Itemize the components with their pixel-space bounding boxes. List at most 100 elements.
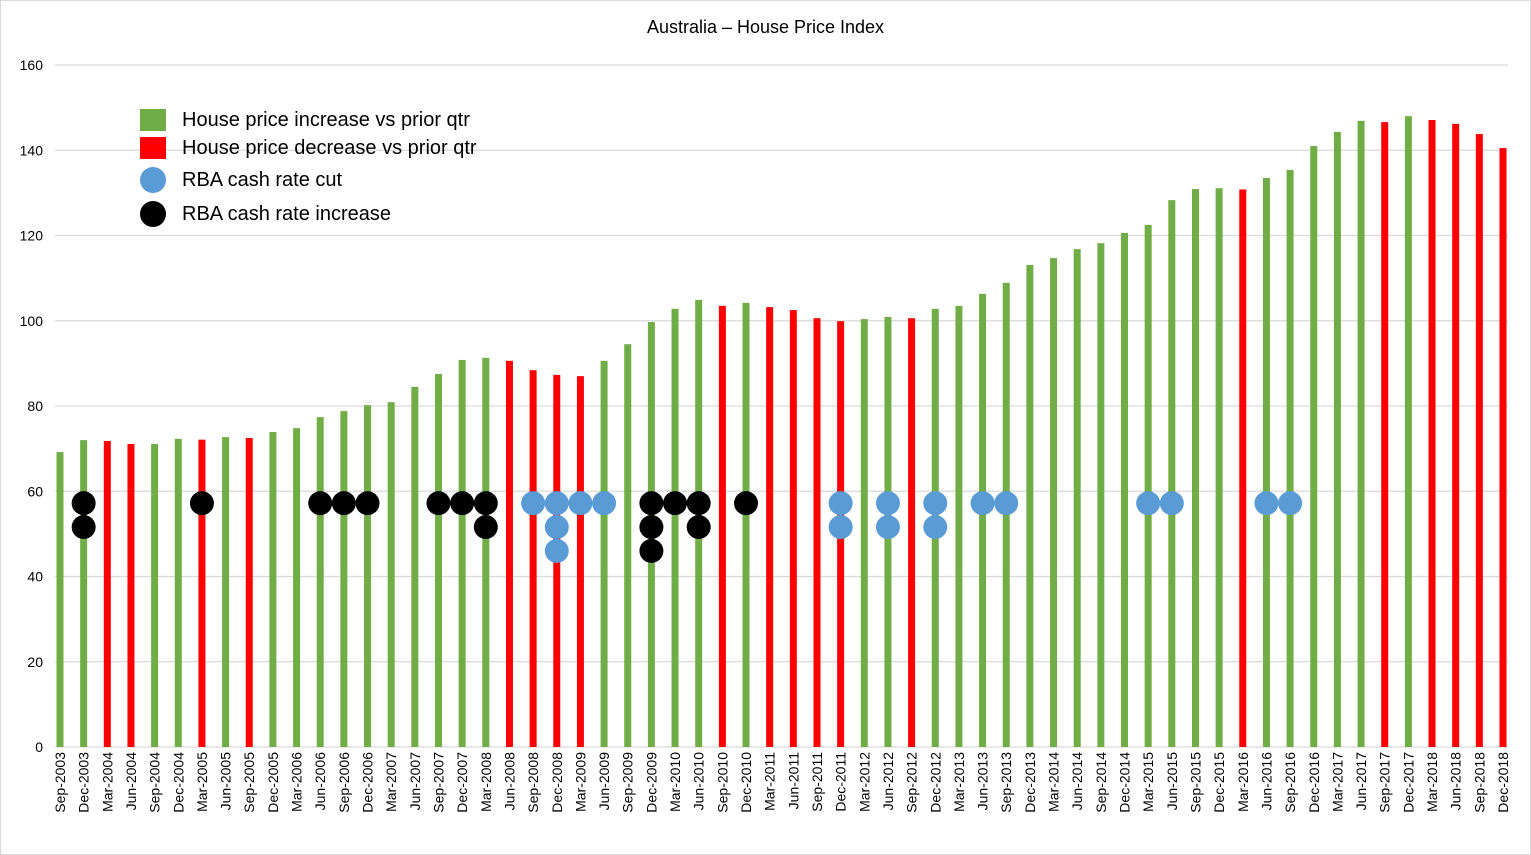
bar bbox=[1475, 134, 1483, 748]
bar bbox=[56, 452, 64, 747]
x-tick-label: Mar-2017 bbox=[1329, 752, 1345, 812]
bar bbox=[198, 439, 206, 747]
bar bbox=[1357, 120, 1365, 748]
x-tick-label: Mar-2007 bbox=[383, 752, 399, 812]
rba-cut-marker bbox=[521, 491, 546, 516]
rba-increase-marker bbox=[639, 538, 664, 563]
x-tick-label: Mar-2014 bbox=[1046, 752, 1062, 812]
bar bbox=[576, 376, 584, 747]
bar bbox=[1499, 148, 1507, 747]
x-tick-label: Mar-2010 bbox=[667, 752, 683, 812]
chart-title: Australia – House Price Index bbox=[646, 17, 885, 37]
bar bbox=[458, 359, 466, 747]
rba-increase-marker bbox=[686, 491, 711, 516]
rba-cut-marker bbox=[1254, 491, 1279, 516]
rba-cut-marker bbox=[923, 491, 948, 516]
y-tick-label: 80 bbox=[27, 398, 43, 414]
bar bbox=[624, 344, 632, 747]
bar bbox=[718, 305, 726, 747]
x-tick-label: Sep-2006 bbox=[336, 752, 352, 813]
rba-cut-marker bbox=[544, 538, 569, 563]
rba-increase-marker bbox=[663, 491, 688, 516]
bar bbox=[789, 310, 797, 747]
rba-increase-marker bbox=[71, 515, 96, 540]
x-tick-label: Sep-2003 bbox=[52, 752, 68, 813]
x-tick-label: Dec-2007 bbox=[454, 752, 470, 813]
legend-item-cut: RBA cash rate cut bbox=[140, 165, 477, 195]
x-tick-label: Sep-2004 bbox=[147, 752, 163, 813]
x-tick-label: Jun-2009 bbox=[596, 752, 612, 811]
bar bbox=[1333, 131, 1341, 747]
bar bbox=[1286, 169, 1294, 748]
rba-cut-marker bbox=[828, 491, 853, 516]
rba-cut-marker bbox=[1136, 491, 1161, 516]
x-tick-label: Mar-2018 bbox=[1424, 752, 1440, 812]
x-tick-label: Sep-2015 bbox=[1187, 752, 1203, 813]
x-tick-label: Dec-2011 bbox=[833, 752, 849, 812]
bar bbox=[222, 437, 230, 747]
bar bbox=[813, 318, 821, 747]
x-tick-label: Mar-2015 bbox=[1140, 752, 1156, 812]
bar bbox=[127, 443, 135, 747]
bar bbox=[979, 293, 987, 747]
legend: House price increase vs prior qtr House … bbox=[140, 105, 477, 229]
rba-increase-marker bbox=[473, 491, 498, 516]
x-tick-label: Sep-2009 bbox=[620, 752, 636, 813]
x-tick-label: Jun-2006 bbox=[312, 752, 328, 811]
legend-swatch-green bbox=[140, 109, 166, 131]
rba-increase-marker bbox=[686, 515, 711, 540]
bar bbox=[174, 438, 182, 747]
bar bbox=[1381, 122, 1389, 748]
x-tick-label: Mar-2009 bbox=[572, 752, 588, 812]
bar bbox=[245, 437, 253, 747]
rba-increase-marker bbox=[473, 515, 498, 540]
y-tick-label: 140 bbox=[20, 142, 44, 158]
x-tick-label: Dec-2017 bbox=[1400, 752, 1416, 813]
y-tick-label: 60 bbox=[27, 483, 43, 499]
rba-increase-marker bbox=[331, 491, 356, 516]
legend-item-increase: House price increase vs prior qtr bbox=[140, 105, 477, 135]
bar bbox=[1168, 200, 1176, 748]
x-tick-label: Jun-2015 bbox=[1164, 752, 1180, 811]
rba-increase-marker bbox=[308, 491, 333, 516]
x-tick-label: Mar-2004 bbox=[99, 752, 115, 812]
bar bbox=[1404, 116, 1412, 747]
bar bbox=[955, 305, 963, 747]
x-tick-label: Mar-2006 bbox=[289, 752, 305, 812]
bar bbox=[364, 405, 372, 747]
rba-cut-marker bbox=[592, 491, 617, 516]
legend-item-decrease: House price decrease vs prior qtr bbox=[140, 133, 477, 163]
legend-swatch-red bbox=[140, 137, 166, 159]
rba-increase-marker bbox=[450, 491, 475, 516]
bar bbox=[742, 302, 750, 747]
bar bbox=[529, 370, 537, 747]
rba-increase-marker bbox=[639, 515, 664, 540]
legend-label: House price increase vs prior qtr bbox=[182, 108, 470, 131]
bar bbox=[80, 440, 88, 747]
x-tick-label: Jun-2016 bbox=[1258, 752, 1274, 811]
bar bbox=[766, 307, 774, 747]
x-tick-label: Dec-2009 bbox=[643, 752, 659, 813]
x-tick-label: Dec-2003 bbox=[76, 752, 92, 813]
x-tick-label: Dec-2004 bbox=[170, 752, 186, 813]
x-tick-label: Dec-2015 bbox=[1211, 752, 1227, 813]
rba-cut-marker bbox=[875, 515, 900, 540]
bar bbox=[411, 386, 419, 747]
bar bbox=[316, 417, 324, 747]
y-tick-label: 0 bbox=[35, 739, 43, 755]
rba-cut-marker bbox=[1278, 491, 1303, 516]
x-tick-label: Dec-2010 bbox=[738, 752, 754, 813]
x-tick-label: Jun-2018 bbox=[1448, 752, 1464, 811]
x-tick-label: Dec-2016 bbox=[1306, 752, 1322, 813]
x-tick-label: Mar-2012 bbox=[856, 752, 872, 812]
rba-cut-marker bbox=[1159, 491, 1184, 516]
bar bbox=[340, 411, 348, 747]
x-tick-label: Dec-2008 bbox=[549, 752, 565, 813]
bar bbox=[1026, 264, 1034, 747]
x-tick-label: Dec-2012 bbox=[927, 752, 943, 813]
bar bbox=[1215, 188, 1223, 747]
rba-increase-marker bbox=[355, 491, 380, 516]
x-tick-label: Sep-2018 bbox=[1471, 752, 1487, 813]
bar bbox=[151, 443, 159, 747]
x-tick-label: Dec-2005 bbox=[265, 752, 281, 813]
